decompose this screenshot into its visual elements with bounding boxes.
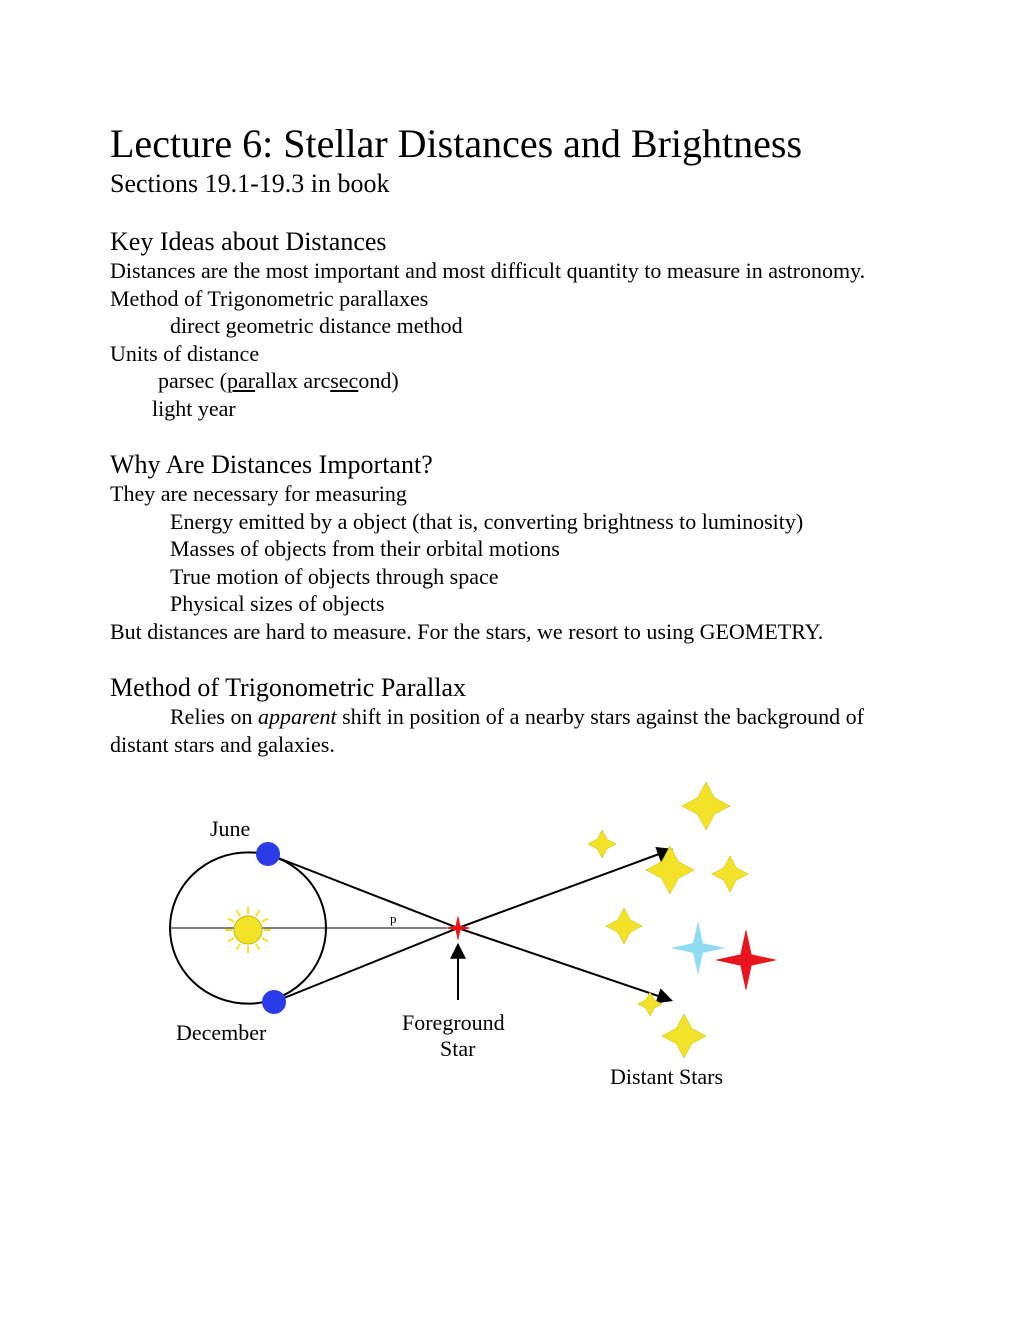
body-text: Masses of objects from their orbital mot…	[110, 535, 910, 563]
body-text: direct geometric distance method	[110, 312, 910, 340]
text-underline: sec	[330, 368, 358, 393]
parallax-diagram: p June December ForegroundStar Distant Stars	[110, 778, 910, 1118]
body-text: Method of Trigonometric parallaxes	[110, 285, 910, 313]
body-text: They are necessary for measuring	[110, 480, 910, 508]
body-text: True motion of objects through space	[110, 563, 910, 591]
document-page: Lecture 6: Stellar Distances and Brightn…	[0, 0, 1020, 1178]
svg-text:June: June	[210, 816, 250, 841]
svg-text:p: p	[390, 911, 397, 926]
svg-text:December: December	[176, 1020, 267, 1045]
body-text: parsec (parallax arcsecond)	[110, 367, 910, 395]
body-text: light year	[110, 395, 910, 423]
svg-text:Distant Stars: Distant Stars	[610, 1064, 723, 1089]
text-fragment: Relies on	[170, 704, 258, 729]
parallax-svg: p June December ForegroundStar Distant Stars	[110, 778, 870, 1118]
svg-text:Foreground: Foreground	[402, 1010, 505, 1035]
body-text: Relies on apparent shift in position of …	[110, 703, 910, 758]
section-heading-key-ideas: Key Ideas about Distances	[110, 227, 910, 257]
text-fragment: allax arc	[255, 368, 330, 393]
svg-text:Star: Star	[440, 1036, 476, 1061]
text-italic: apparent	[258, 704, 337, 729]
page-subtitle: Sections 19.1-19.3 in book	[110, 169, 910, 199]
text-fragment: parsec (	[158, 368, 227, 393]
body-text: But distances are hard to measure. For t…	[110, 618, 910, 646]
body-text: Energy emitted by a object (that is, con…	[110, 508, 910, 536]
body-text: Units of distance	[110, 340, 910, 368]
section-heading-why-important: Why Are Distances Important?	[110, 450, 910, 480]
page-title: Lecture 6: Stellar Distances and Brightn…	[110, 120, 910, 167]
text-fragment: ond)	[358, 368, 398, 393]
body-text: Physical sizes of objects	[110, 590, 910, 618]
section-heading-parallax: Method of Trigonometric Parallax	[110, 673, 910, 703]
text-underline: par	[227, 368, 255, 393]
body-text: Distances are the most important and mos…	[110, 257, 910, 285]
